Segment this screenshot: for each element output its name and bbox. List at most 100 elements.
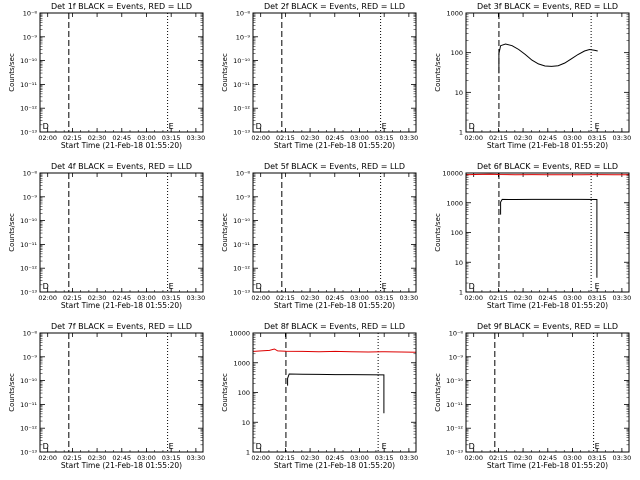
marker-d: D [469,282,475,291]
x-tick-label: 02:45 [325,294,344,302]
x-tick-label: 03:00 [137,294,156,302]
marker-d: D [469,122,475,131]
x-tick-label: 02:45 [112,294,131,302]
y-tick-label: 10⁻¹⁰ [446,377,463,385]
marker-e: E [382,122,387,131]
panel-title: Det 2f BLACK = Events, RED = LLD [264,2,405,11]
x-axis-label: Start Time (21-Feb-18 01:55:20) [274,141,395,150]
y-tick-label: 10⁻⁹ [23,193,38,201]
x-tick-label: 02:30 [301,134,320,142]
x-tick-label: 02:30 [301,294,320,302]
y-tick-label: 10000 [229,330,250,338]
panel-det1: Det 1f BLACK = Events, RED = LLD Counts/s… [8,2,205,150]
plot-frame [252,172,417,293]
y-axis-label: Counts/sec [8,373,16,412]
x-tick-label: 02:00 [464,134,483,142]
x-tick-label: 02:15 [63,134,82,142]
y-axis-label: Counts/sec [221,213,229,252]
plot-frame [465,332,630,453]
y-tick-label: 10 [455,259,463,267]
y-axis-label: Counts/sec [221,373,229,412]
plot-frame [39,332,204,453]
marker-d: D [43,282,49,291]
panel-det7: Det 7f BLACK = Events, RED = LLD Counts/s… [8,322,205,470]
y-axis-label: Counts/sec [8,53,16,92]
y-tick-label: 10 [242,419,250,427]
x-tick-label: 03:30 [400,134,419,142]
panel-det9: Det 9f BLACK = Events, RED = LLD Counts/s… [434,322,631,470]
x-tick-label: 02:30 [301,454,320,462]
x-tick-label: 02:00 [38,454,57,462]
x-tick-label: 02:45 [325,454,344,462]
y-tick-label: 10⁻⁹ [23,353,38,361]
marker-d: D [469,442,475,451]
x-tick-label: 02:15 [489,454,508,462]
x-tick-label: 02:15 [489,134,508,142]
x-tick-label: 02:15 [276,454,295,462]
x-axis-label: Start Time (21-Feb-18 01:55:20) [487,461,608,470]
y-tick-label: 100 [238,389,250,397]
x-tick-label: 03:30 [187,294,206,302]
x-tick-label: 03:30 [613,294,632,302]
x-tick-label: 02:15 [276,294,295,302]
x-axis-label: Start Time (21-Feb-18 01:55:20) [487,141,608,150]
x-tick-label: 03:15 [375,454,394,462]
y-axis-label: Counts/sec [434,373,442,412]
y-tick-label: 10⁻¹² [20,265,37,273]
marker-d: D [43,442,49,451]
y-tick-label: 1000 [446,199,463,207]
x-tick-label: 02:30 [88,134,107,142]
x-axis-label: Start Time (21-Feb-18 01:55:20) [61,461,182,470]
y-tick-label: 10⁻⁹ [23,33,38,41]
y-tick-label: 10⁻¹² [20,105,37,113]
y-tick-label: 1000 [233,359,250,367]
y-tick-label: 10⁻⁸ [236,170,251,178]
panel-title: Det 8f BLACK = Events, RED = LLD [264,322,405,331]
y-tick-label: 10⁻¹¹ [20,241,37,249]
panel-title: Det 7f BLACK = Events, RED = LLD [51,322,192,331]
x-tick-label: 02:15 [63,294,82,302]
marker-d: D [256,282,262,291]
y-tick-label: 10⁻¹² [233,265,250,273]
y-tick-label: 10⁻⁸ [23,330,38,338]
x-tick-label: 03:30 [187,454,206,462]
x-tick-label: 02:30 [514,294,533,302]
y-tick-label: 10⁻¹¹ [446,401,463,409]
y-tick-label: 10⁻¹² [233,105,250,113]
y-tick-label: 10⁻¹¹ [20,401,37,409]
x-tick-label: 03:30 [187,134,206,142]
plot-frame [252,332,417,453]
y-tick-label: 10⁻¹⁰ [20,57,37,65]
x-tick-label: 03:00 [137,454,156,462]
x-tick-label: 03:00 [563,294,582,302]
x-tick-label: 02:00 [251,454,270,462]
y-tick-label: 10⁻⁸ [449,330,464,338]
x-tick-label: 03:15 [588,134,607,142]
y-tick-label: 10⁻¹⁰ [20,377,37,385]
x-tick-label: 03:00 [350,134,369,142]
panel-det5: Det 5f BLACK = Events, RED = LLD Counts/s… [221,162,418,310]
y-tick-label: 10⁻¹⁰ [20,217,37,225]
y-tick-label: 10⁻¹² [446,425,463,433]
events-series-line [287,373,385,414]
plot-frame [39,12,204,133]
panel-title: Det 3f BLACK = Events, RED = LLD [477,2,618,11]
y-tick-label: 10⁻¹³ [233,289,250,297]
panel-det3: Det 3f BLACK = Events, RED = LLD Counts/s… [434,2,631,150]
y-tick-label: 100 [451,229,463,237]
plot-frame [465,172,630,293]
y-tick-label: 10⁻¹² [20,425,37,433]
x-axis-label: Start Time (21-Feb-18 01:55:20) [61,141,182,150]
y-axis-label: Counts/sec [434,213,442,252]
x-tick-label: 02:15 [489,294,508,302]
y-tick-label: 10⁻¹³ [233,129,250,137]
lld-series-line [465,173,629,176]
x-axis-label: Start Time (21-Feb-18 01:55:20) [274,301,395,310]
y-tick-label: 10 [455,89,463,97]
x-tick-label: 03:30 [613,454,632,462]
lld-series-line [252,348,417,353]
x-axis-label: Start Time (21-Feb-18 01:55:20) [61,301,182,310]
x-tick-label: 02:45 [538,294,557,302]
x-tick-label: 03:30 [400,294,419,302]
